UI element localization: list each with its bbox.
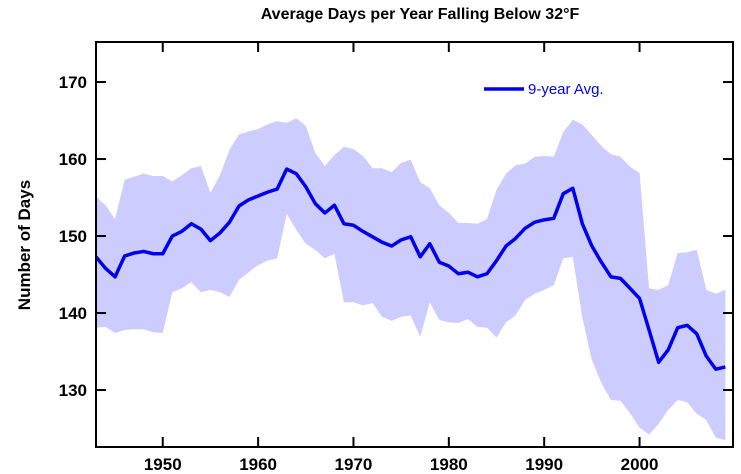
- x-tick-label: 1980: [430, 455, 468, 474]
- x-tick-label: 1970: [335, 455, 373, 474]
- y-tick-label: 150: [59, 227, 87, 246]
- legend-label: 9-year Avg.: [528, 81, 604, 98]
- chart-title: Average Days per Year Falling Below 32°F: [261, 6, 580, 23]
- x-tick-label: 1960: [239, 455, 277, 474]
- y-axis-label: Number of Days: [15, 180, 34, 310]
- y-tick-label: 130: [59, 381, 87, 400]
- x-tick-label: 1950: [144, 455, 182, 474]
- band: [96, 118, 726, 441]
- plot-frame: [95, 41, 734, 448]
- y-tick-label: 140: [59, 304, 87, 323]
- x-tick-label: 2000: [621, 455, 659, 474]
- y-tick-label: 160: [59, 150, 87, 169]
- y-tick-label: 170: [59, 73, 87, 92]
- line: [96, 167, 726, 371]
- x-tick-label: 1990: [525, 455, 563, 474]
